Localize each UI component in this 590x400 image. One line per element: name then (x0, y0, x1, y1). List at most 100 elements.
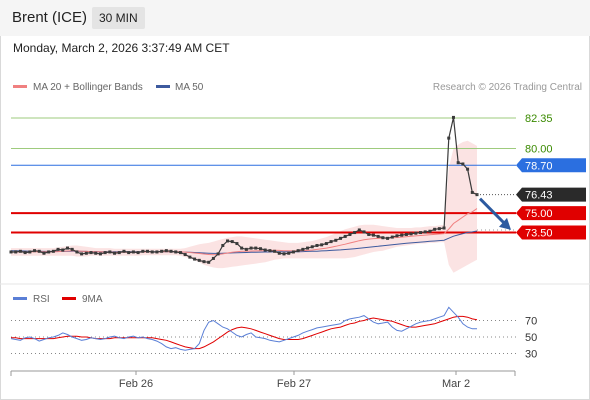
ma20-legend-label: MA 20 + Bollinger Bands (33, 82, 143, 93)
price-bar (183, 253, 187, 257)
price-bar (451, 115, 455, 119)
price-bar (61, 248, 65, 252)
current-price-tag (516, 187, 586, 202)
price-bar (362, 230, 366, 234)
price-bar (258, 247, 262, 251)
rsi-tick-50: 50 (525, 332, 537, 344)
forecast-arrow-shaft (478, 197, 508, 226)
price-bar (56, 247, 60, 251)
price-bar (348, 232, 352, 236)
level-label-78.70: 78.70 (525, 160, 553, 172)
price-bar (155, 250, 159, 254)
price-bar (404, 232, 408, 236)
rsi-legend-label: RSI (33, 294, 50, 305)
price-bar (211, 256, 215, 260)
price-bar (428, 229, 432, 233)
price-bar (80, 252, 84, 256)
level-tag-78.70 (516, 158, 586, 173)
price-bar (23, 251, 27, 255)
price-chart: 82.35 80.00 78.70 75.00 73.50 76.43 (9, 113, 586, 273)
current-price-label: 76.43 (525, 190, 553, 202)
rsi-tick-70: 70 (525, 316, 537, 328)
price-bar (18, 249, 22, 253)
price-bar (178, 251, 182, 255)
rsi-ma-legend-swatch (62, 297, 76, 300)
price-bar (42, 251, 46, 255)
ma50-legend-label: MA 50 (175, 82, 204, 93)
level-label-82.35: 82.35 (525, 113, 553, 125)
price-bar (150, 250, 154, 254)
timeframe-badge[interactable]: 30 MIN (92, 7, 145, 29)
rsi-ma-legend-label: 9MA (82, 294, 103, 305)
price-bar (70, 247, 74, 251)
price-bar (282, 252, 286, 256)
price-bar (461, 162, 465, 166)
rsi-legend-swatch (13, 297, 27, 300)
price-bar (277, 251, 281, 255)
price-bar (395, 234, 399, 238)
x-tick-label: Feb 26 (119, 378, 153, 390)
price-bar (235, 242, 239, 246)
price-bar (202, 260, 206, 264)
price-bar (367, 232, 371, 236)
price-bar (329, 240, 333, 244)
level-label-80.00: 80.00 (525, 143, 553, 155)
price-bar (197, 258, 201, 262)
level-tag-75.00 (516, 206, 586, 221)
price-bar (127, 251, 131, 255)
price-bar (390, 235, 394, 239)
price-bar (174, 250, 178, 254)
price-bar (470, 190, 474, 194)
price-bar (113, 251, 117, 255)
price-bar (376, 234, 380, 238)
price-bar (310, 245, 314, 249)
price-bar (273, 249, 277, 253)
price-bar (221, 243, 225, 247)
price-bar (338, 236, 342, 240)
price-bar (324, 242, 328, 246)
ma20-line (11, 208, 478, 256)
instrument-title: Brent (ICE) (12, 9, 88, 26)
price-bar (193, 257, 197, 261)
price-bar (169, 249, 173, 253)
title-bar: Brent (ICE) 30 MIN (0, 0, 590, 36)
rsi-ma-line (11, 315, 478, 350)
price-bar (65, 246, 69, 250)
research-credit: Research © 2026 Trading Central (433, 82, 582, 93)
price-line (11, 117, 478, 263)
forecast-arrow-head (499, 217, 511, 230)
price-bar (419, 231, 423, 235)
price-bar (216, 252, 220, 256)
price-bar (249, 246, 253, 250)
price-bar (353, 231, 357, 235)
price-bar (357, 228, 361, 232)
price-bar (108, 250, 112, 254)
price-bar (254, 246, 258, 250)
price-bar (371, 233, 375, 237)
price-bar (117, 251, 121, 255)
price-bar (136, 251, 140, 255)
price-bar (414, 231, 418, 235)
price-bar (230, 240, 234, 244)
price-bar (263, 248, 267, 252)
price-bar (343, 234, 347, 238)
price-bar (47, 250, 51, 254)
price-bar (75, 250, 79, 254)
price-bar (28, 250, 32, 254)
price-bar (14, 250, 18, 254)
bollinger-band-area (11, 140, 477, 273)
price-bar (433, 227, 437, 231)
price-bar (409, 232, 413, 236)
price-bar (94, 251, 98, 255)
price-bar (447, 136, 451, 140)
price-bar (442, 226, 446, 230)
x-tick-label: Feb 27 (277, 378, 311, 390)
price-bar (89, 251, 93, 255)
ma20-legend-swatch (13, 85, 27, 88)
price-bar (287, 251, 291, 255)
rsi-tick-30: 30 (525, 349, 537, 361)
price-bar (244, 247, 248, 251)
timestamp: Monday, March 2, 2026 3:37:49 AM CET (13, 41, 230, 55)
price-bar (466, 167, 470, 171)
